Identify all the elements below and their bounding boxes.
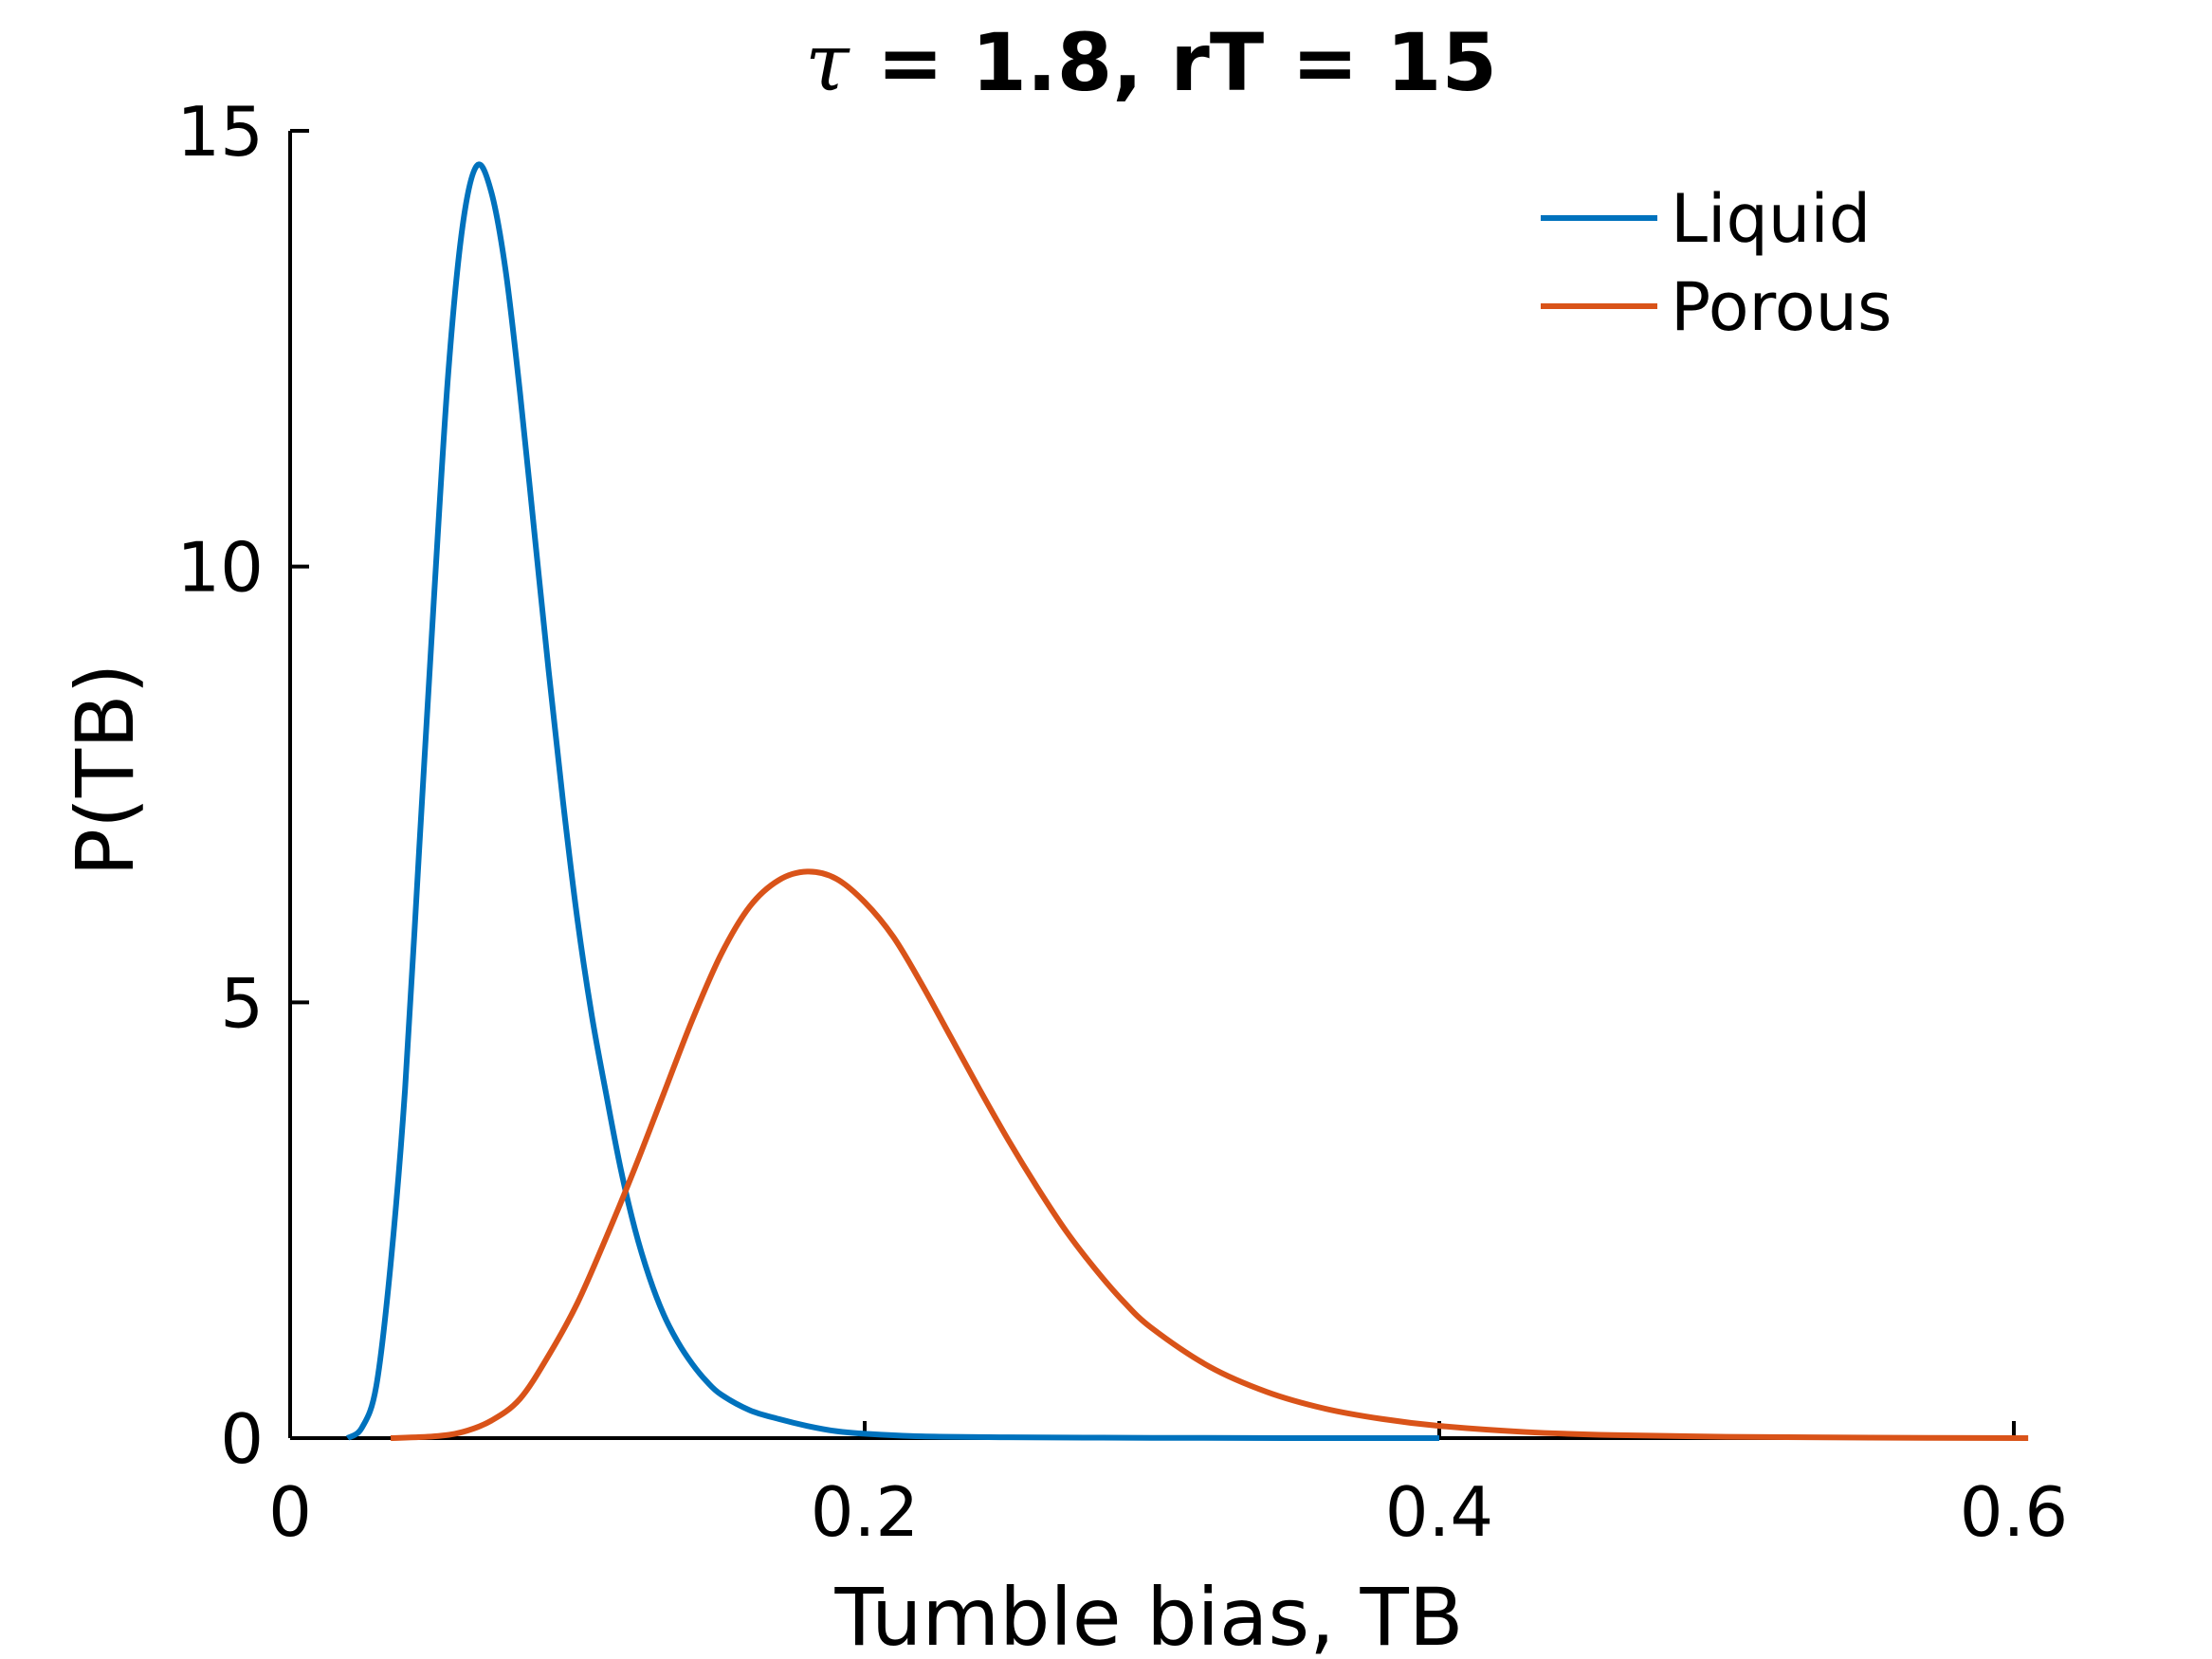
chart-title-text: = 1.8, rT = 15 (850, 16, 1497, 109)
y-tick-label: 0 (220, 1399, 264, 1479)
y-tick-label: 10 (176, 528, 264, 608)
axes: 0 0.2 0.4 0.6 0 5 10 15 (176, 92, 2068, 1552)
legend-label-porous: Porous (1671, 268, 1892, 346)
y-tick-label: 5 (220, 963, 264, 1043)
x-tick-label: 0.4 (1385, 1472, 1494, 1552)
x-tick-label: 0.6 (1960, 1472, 2069, 1552)
legend-label-liquid: Liquid (1671, 180, 1871, 258)
x-axis-label: Tumble bias, TB (834, 1571, 1464, 1659)
series-line-liquid (345, 161, 1440, 1441)
y-tick-label: 15 (176, 92, 264, 172)
y-axis-label: P(TB) (59, 663, 152, 876)
series-line-porous (390, 868, 2029, 1441)
x-tick-label: 0 (268, 1472, 312, 1552)
x-tick-label: 0.2 (811, 1472, 920, 1552)
chart-title-symbol: τ (805, 16, 850, 109)
legend: Liquid Porous (1541, 180, 1892, 346)
chart-title: τ = 1.8, rT = 15 (805, 16, 1497, 109)
series-group (345, 161, 2029, 1441)
